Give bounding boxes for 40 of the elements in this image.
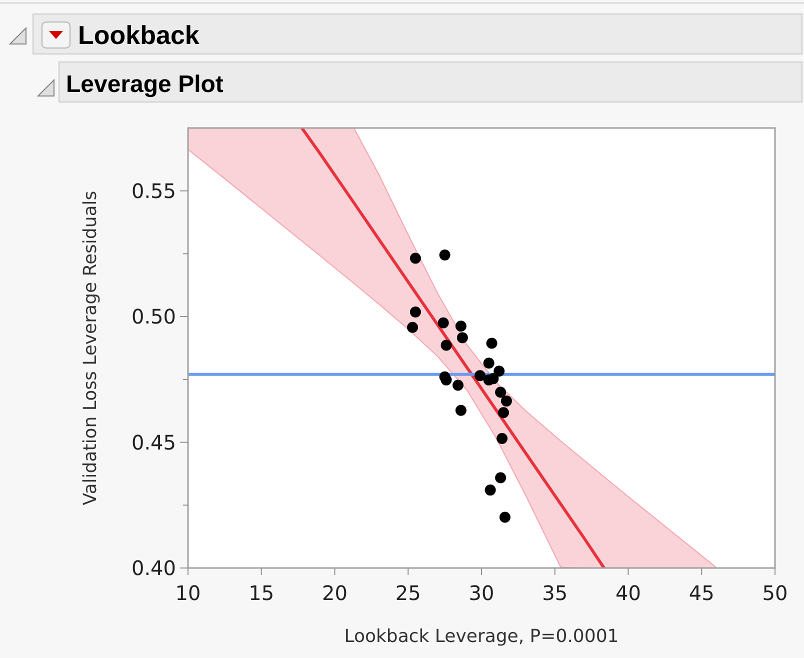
point [499,512,510,523]
point [474,370,486,382]
line-series [300,128,606,568]
chart-subtitle: Leverage Plot [66,71,224,98]
point [455,320,466,332]
x-axis-title: Lookback Leverage, P=0.0001 [344,626,619,647]
y-tick-label: 0.45 [131,430,176,454]
point [439,249,450,260]
chart-title: Lookback [78,20,200,50]
point [483,358,494,369]
point [500,396,512,407]
x-tick-label: 15 [248,581,274,605]
point [438,317,449,328]
point [410,252,421,264]
y-axis-title: Validation Loss Leverage Residuals [80,190,101,506]
point [495,472,506,484]
point [440,374,452,386]
x-tick-label: 10 [175,581,201,605]
y-tick-label: 0.40 [131,556,176,580]
point [407,322,418,333]
point [455,404,466,416]
point [452,380,464,391]
point [496,433,508,444]
y-tick-label: 0.55 [131,178,176,203]
point [410,306,421,318]
x-tick-label: 50 [762,581,788,605]
point [440,340,452,351]
x-tick-label: 35 [542,581,568,605]
y-tick-label: 0.50 [131,304,176,329]
point [495,386,506,398]
point [498,407,510,418]
point [494,366,505,377]
point [486,338,498,349]
x-tick-label: 20 [322,581,348,605]
point [456,332,468,344]
x-tick-label: 40 [616,581,641,605]
point [484,484,496,496]
x-tick-label: 30 [468,581,494,605]
x-tick-label: 45 [688,581,714,605]
x-tick-label: 25 [395,581,421,605]
